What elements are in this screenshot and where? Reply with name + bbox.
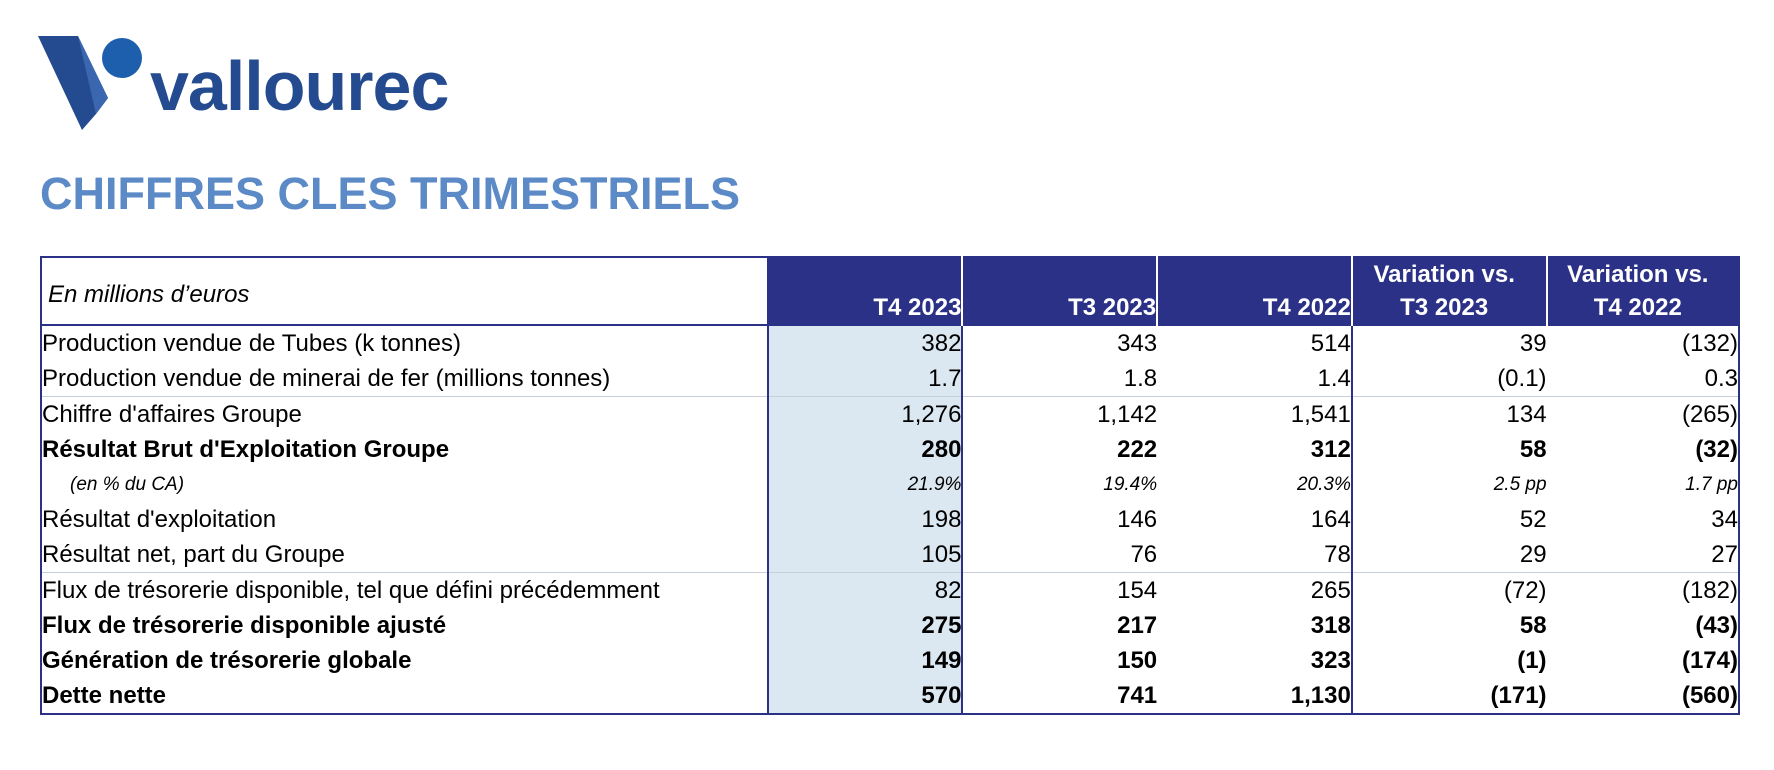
column-header-variation-t3-2023: Variation vs. T3 2023 (1351, 257, 1548, 325)
row-label: Flux de trésorerie disponible ajusté (42, 611, 447, 639)
row-label: Résultat d'exploitation (42, 505, 277, 533)
column-header-t4-2022: T4 2022 (1157, 257, 1353, 325)
key-figures-table: En millions d’euros T4 2023 T3 2023 T4 2… (40, 256, 1740, 715)
cell-value: (1) (1517, 646, 1547, 674)
cell-value: 1,276 (766, 396, 964, 432)
column-header-variation-t4-2022: Variation vs. T4 2022 (1546, 257, 1739, 325)
cell-value: 382 (766, 324, 964, 361)
cell-value: 2.5 pp (1493, 473, 1547, 495)
cell-value: (72) (1351, 572, 1547, 608)
vallourec-logo-mark (38, 36, 142, 130)
vallourec-logo: vallourec (38, 36, 468, 130)
cell-value: 514 (1157, 324, 1353, 361)
cell-value: 20.3% (1157, 467, 1353, 502)
table-row: Génération de trésorerie globale 149 150 32… (41, 643, 1739, 678)
row-label: Production vendue de Tubes (k tonnes) (41, 324, 768, 361)
table-row: Flux de trésorerie disponible ajusté 275 2… (41, 608, 1739, 643)
table-row: Résultat Brut d'Exploitation Groupe 280 22… (41, 432, 1739, 467)
cell-value: 222 (1117, 435, 1158, 463)
cell-value: 280 (766, 432, 964, 467)
cell-value: 1,130 (1157, 678, 1353, 715)
cell-value: (560) (1546, 678, 1739, 715)
cell-value: 19.4% (1103, 473, 1158, 495)
cell-value: (43) (1695, 611, 1738, 639)
cell-value: 58 (1519, 611, 1547, 639)
cell-value: 318 (1157, 608, 1353, 643)
cell-value: 27 (1711, 540, 1738, 568)
table-row: Résultat d'exploitation 198 146 164 52 34 (41, 502, 1739, 537)
row-label: Résultat net, part du Groupe (42, 540, 345, 568)
table-header: En millions d’euros T4 2023 T3 2023 T4 2… (41, 257, 1739, 325)
cell-value: (265) (1546, 396, 1739, 432)
table-row: (en % du CA) 21.9% 19.4% 20.3% 2.5 pp 1.7 pp (41, 467, 1739, 502)
cell-value: 150 (1117, 646, 1158, 674)
cell-value: 164 (1157, 502, 1353, 537)
cell-value: 82 (766, 572, 964, 608)
cell-value: (0.1) (1497, 364, 1547, 392)
cell-value: 146 (1117, 505, 1158, 533)
cell-value: 76 (1130, 540, 1158, 568)
table-row: Production vendue de Tubes (k tonnes) 382… (41, 324, 1739, 361)
cell-value: (32) (1695, 435, 1738, 463)
cell-value: 275 (766, 608, 964, 643)
logo-wordmark: vallourec (150, 47, 449, 125)
table-row: Production vendue de minerai de fer (mil… (41, 361, 1739, 397)
cell-value: (174) (1681, 646, 1738, 674)
table-row: Flux de trésorerie disponible, tel que d… (41, 572, 1739, 608)
cell-value: 312 (1157, 432, 1353, 467)
column-header-t3-2023: T3 2023 (962, 257, 1159, 325)
cell-value: 0.3 (1704, 364, 1738, 392)
row-label: Résultat Brut d'Exploitation Groupe (42, 435, 450, 463)
table-row: Dette nette 570 741 1,130 (171) (560) (41, 678, 1739, 715)
column-header-t4-2023: T4 2023 (767, 257, 964, 325)
cell-value: 78 (1157, 537, 1353, 573)
row-label: Génération de trésorerie globale (42, 646, 412, 674)
cell-value: 29 (1519, 540, 1547, 568)
cell-value: 323 (1157, 643, 1353, 678)
table-row: Chiffre d'affaires Groupe 1,276 1,142 1,541… (41, 396, 1739, 432)
cell-value: 198 (766, 502, 964, 537)
cell-value: 343 (962, 324, 1158, 361)
cell-value: 58 (1519, 435, 1547, 463)
cell-value: 1.7 pp (1685, 473, 1738, 495)
cell-value: (132) (1546, 324, 1739, 361)
cell-value: 1,142 (962, 396, 1158, 432)
cell-value: 105 (766, 537, 964, 573)
row-label: (en % du CA) (70, 473, 185, 495)
cell-value: 21.9% (766, 467, 964, 502)
cell-value: 39 (1351, 324, 1547, 361)
cell-value: 1.7 (766, 361, 964, 397)
cell-value: (182) (1546, 572, 1739, 608)
cell-value: 134 (1351, 396, 1547, 432)
cell-value: (171) (1351, 678, 1547, 715)
cell-value: 52 (1519, 505, 1547, 533)
table-body: Production vendue de Tubes (k tonnes) 382… (41, 324, 1739, 715)
row-label: Flux de trésorerie disponible, tel que d… (41, 572, 768, 608)
row-label: Production vendue de minerai de fer (mil… (42, 364, 611, 392)
unit-label: En millions d’euros (41, 257, 769, 325)
cell-value: 154 (962, 572, 1158, 608)
cell-value: 570 (766, 678, 964, 715)
row-label: Dette nette (41, 678, 768, 715)
table-row: Résultat net, part du Groupe 105 76 78 29 27 (41, 537, 1739, 573)
cell-value: 741 (962, 678, 1158, 715)
cell-value: 1.4 (1157, 361, 1353, 397)
cell-value: 265 (1157, 572, 1353, 608)
page-title: CHIFFRES CLES TRIMESTRIELS (40, 168, 741, 219)
cell-value: 217 (1117, 611, 1158, 639)
cell-value: 34 (1711, 505, 1738, 533)
row-label: Chiffre d'affaires Groupe (41, 396, 768, 432)
cell-value: 149 (766, 643, 964, 678)
cell-value: 1,541 (1157, 396, 1353, 432)
cell-value: 1.8 (1123, 364, 1158, 392)
